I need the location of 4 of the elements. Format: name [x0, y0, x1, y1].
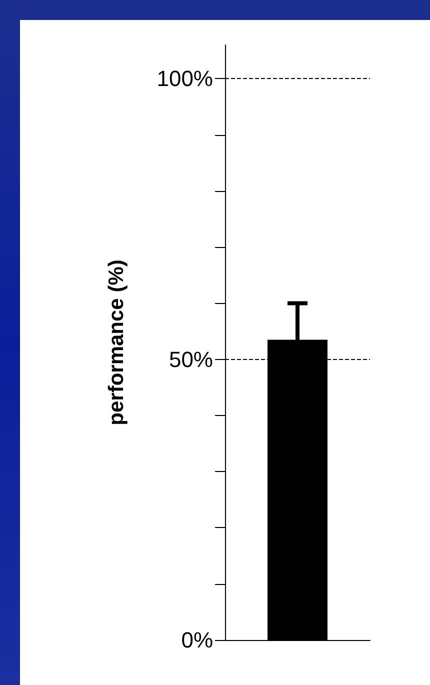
y-axis-title: performance (%) — [105, 260, 128, 426]
y-tick-label: 100% — [156, 66, 213, 92]
y-tick-label: 0% — [181, 628, 213, 652]
y-tick-label: 50% — [168, 346, 213, 372]
